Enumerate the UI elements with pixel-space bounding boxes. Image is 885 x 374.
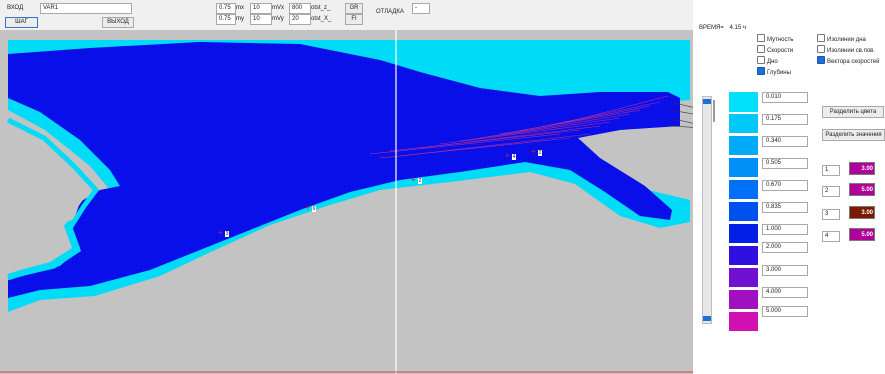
legend-value-field[interactable]: 2.000 bbox=[762, 242, 808, 253]
debug-field[interactable]: - bbox=[412, 3, 430, 14]
legend-color-swatch[interactable] bbox=[729, 224, 758, 243]
val-800-field[interactable]: 800 bbox=[289, 3, 311, 14]
legend-color-swatch[interactable] bbox=[729, 92, 758, 112]
layer-bottom-checkbox[interactable]: Дно bbox=[757, 56, 778, 66]
legend-scrollbar[interactable] bbox=[702, 96, 712, 324]
scroll-thumb-bottom[interactable] bbox=[703, 316, 711, 321]
checkbox-label: Глубины bbox=[767, 70, 791, 76]
split-values-button[interactable]: Разделить значения bbox=[822, 129, 885, 141]
legend-color-swatch[interactable] bbox=[729, 114, 758, 133]
checkbox-icon bbox=[817, 34, 825, 42]
layer-velocity-checkbox[interactable]: Скорости bbox=[757, 45, 793, 55]
checkbox-label: Вектора скоростей bbox=[827, 59, 880, 65]
legend-value-field[interactable]: 0.340 bbox=[762, 136, 808, 147]
toolbar: ВХОД VAR1 ШАГ ВЫХОД 0.75 mx 10 mVx 800 o… bbox=[0, 0, 693, 31]
legend-color-swatch[interactable] bbox=[729, 246, 758, 265]
color-slot-number[interactable]: 2 bbox=[822, 186, 840, 197]
marker-label: 2 bbox=[417, 178, 423, 184]
marker-label: 3 bbox=[224, 231, 230, 237]
checkbox-icon bbox=[817, 56, 825, 64]
mx-field[interactable]: 0.75 bbox=[216, 3, 236, 14]
color-slot-swatch[interactable]: 5.00 bbox=[849, 183, 875, 196]
checkbox-label: Скорости bbox=[767, 48, 794, 54]
marker-label: 2 bbox=[537, 150, 543, 156]
mvx-field[interactable]: 10 bbox=[250, 3, 272, 14]
input-label: ВХОД bbox=[7, 5, 24, 11]
color-slot-swatch[interactable]: 3.00 bbox=[849, 162, 875, 175]
checkbox-icon bbox=[757, 45, 765, 53]
otst-z-label: otst_z_ bbox=[311, 5, 331, 11]
simulation-canvas[interactable]: +3 +6 +2 +4 +2 bbox=[0, 30, 693, 374]
legend-color-swatch[interactable] bbox=[729, 312, 758, 331]
legend-value-field[interactable]: 0.835 bbox=[762, 202, 808, 213]
fi-button[interactable]: FI bbox=[345, 14, 363, 25]
color-slot-number[interactable]: 3 bbox=[822, 209, 840, 220]
otst-x-label: otst_X_ bbox=[311, 16, 332, 22]
layer-bottom-isolines-checkbox[interactable]: Изолинии дна bbox=[817, 34, 866, 44]
exit-button[interactable]: ВЫХОД bbox=[102, 17, 134, 28]
debug-label: ОТЛАДКА bbox=[376, 9, 404, 15]
island bbox=[8, 126, 90, 274]
legend-value-field[interactable]: 0.010 bbox=[762, 92, 808, 103]
mvx-label: mVx bbox=[272, 5, 284, 11]
checkbox-label: Дно bbox=[767, 59, 778, 65]
mvy-field[interactable]: 10 bbox=[250, 14, 272, 25]
time-label: ВРЕМЯ= bbox=[699, 25, 724, 31]
mx-label: mx bbox=[236, 5, 244, 11]
measure-point[interactable]: +3 bbox=[218, 228, 230, 237]
legend-color-swatch[interactable] bbox=[729, 180, 758, 199]
legend-value-field[interactable]: 5.000 bbox=[762, 306, 808, 317]
legend-color-swatch[interactable] bbox=[729, 290, 758, 309]
checkbox-label: Изолинии св.пов. bbox=[827, 48, 876, 54]
legend-color-swatch[interactable] bbox=[729, 268, 758, 287]
color-slot-swatch[interactable]: 5.00 bbox=[849, 228, 875, 241]
layer-surface-isolines-checkbox[interactable]: Изолинии св.пов. bbox=[817, 45, 875, 55]
legend-value-field[interactable]: 3.000 bbox=[762, 265, 808, 276]
layer-depth-checkbox[interactable]: Глубины bbox=[757, 67, 791, 77]
legend-color-swatch[interactable] bbox=[729, 136, 758, 155]
scroll-track-marker bbox=[713, 100, 715, 122]
measure-point[interactable]: +4 bbox=[505, 151, 517, 160]
legend-color-swatch[interactable] bbox=[729, 202, 758, 221]
split-colors-button[interactable]: Разделить цвета bbox=[822, 106, 884, 118]
legend-value-field[interactable]: 0.175 bbox=[762, 114, 808, 125]
legend-value-field[interactable]: 0.670 bbox=[762, 180, 808, 191]
checkbox-icon bbox=[817, 45, 825, 53]
step-button[interactable]: ШАГ bbox=[5, 17, 38, 28]
my-field[interactable]: 0.75 bbox=[216, 14, 236, 25]
my-label: my bbox=[236, 16, 244, 22]
marker-label: 4 bbox=[511, 154, 517, 160]
depth-map bbox=[0, 30, 693, 374]
gr-button[interactable]: GR bbox=[345, 3, 363, 14]
time-value: 4.15 ч bbox=[729, 25, 746, 31]
layer-velocity-vectors-checkbox[interactable]: Вектора скоростей bbox=[817, 56, 879, 66]
legend-value-field[interactable]: 4.000 bbox=[762, 287, 808, 298]
checkbox-icon bbox=[757, 67, 765, 75]
file-name-field[interactable]: VAR1 bbox=[40, 3, 132, 14]
checkbox-icon bbox=[757, 56, 765, 64]
scroll-thumb-top[interactable] bbox=[703, 99, 711, 104]
val-20-field[interactable]: 20 bbox=[289, 14, 311, 25]
measure-point[interactable]: +6 bbox=[305, 203, 317, 212]
legend-value-field[interactable]: 0.505 bbox=[762, 158, 808, 169]
checkbox-label: Мутность bbox=[767, 37, 794, 43]
color-slot-number[interactable]: 1 bbox=[822, 165, 840, 176]
color-slot-swatch[interactable]: 3.00 bbox=[849, 206, 875, 219]
legend-color-swatch[interactable] bbox=[729, 158, 758, 177]
checkbox-icon bbox=[757, 34, 765, 42]
color-slot-number[interactable]: 4 bbox=[822, 231, 840, 242]
marker-label: 6 bbox=[311, 206, 317, 212]
checkbox-label: Изолинии дна bbox=[827, 37, 866, 43]
layer-turbidity-checkbox[interactable]: Мутность bbox=[757, 34, 793, 44]
time-readout: ВРЕМЯ= 4.15 ч bbox=[699, 24, 746, 33]
mvy-label: mVy bbox=[272, 16, 284, 22]
legend-value-field[interactable]: 1.000 bbox=[762, 224, 808, 235]
measure-point[interactable]: +2 bbox=[411, 175, 423, 184]
measure-point[interactable]: +2 bbox=[531, 147, 543, 156]
velocity-vectors bbox=[369, 95, 669, 159]
